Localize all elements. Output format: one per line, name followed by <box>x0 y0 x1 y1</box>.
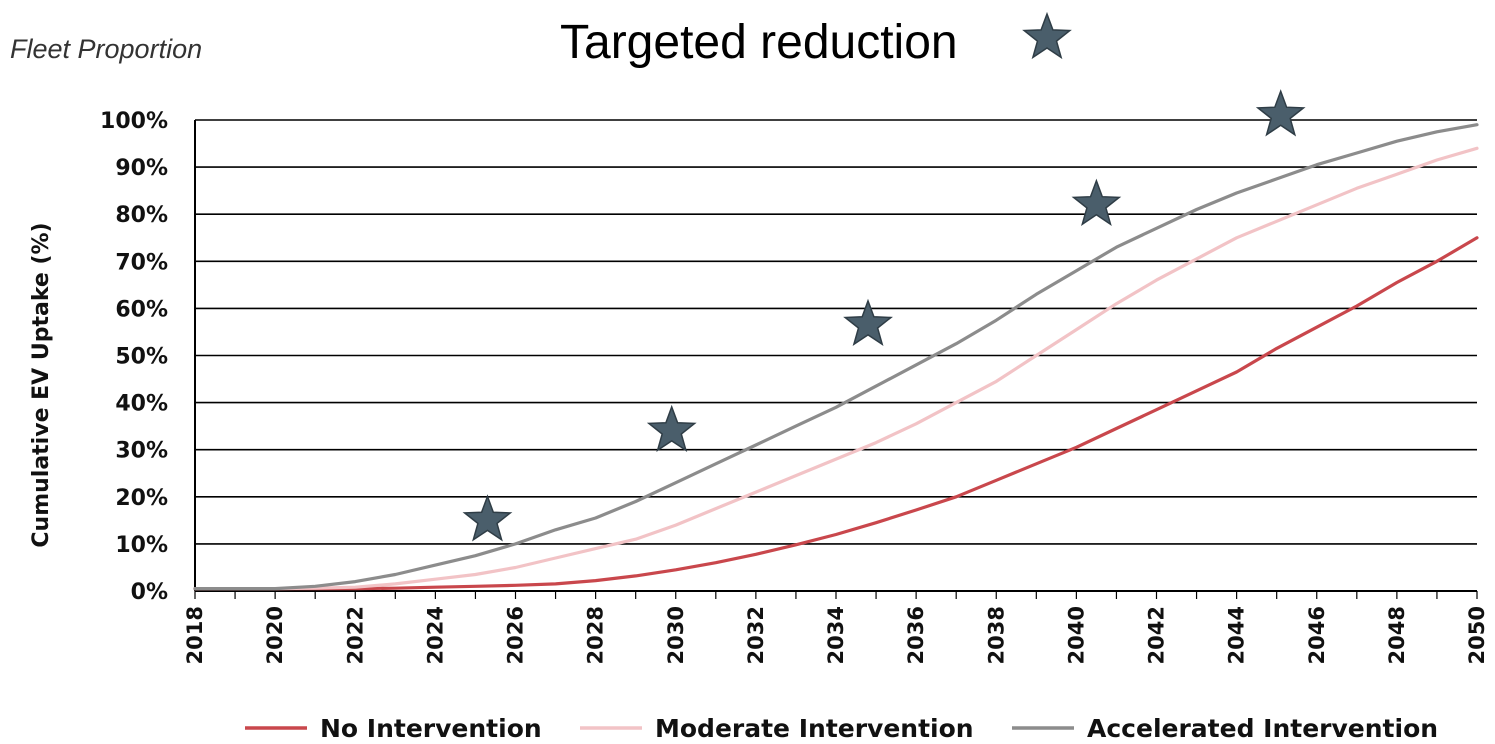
target-star-icon <box>1255 89 1306 137</box>
fleet-proportion-label: Fleet Proportion <box>10 34 202 64</box>
moderate-intervention-line <box>193 146 1479 591</box>
y-tick-label: 50% <box>115 345 168 370</box>
y-tick-label: 80% <box>115 203 168 228</box>
y-tick-label: 40% <box>115 392 168 417</box>
x-tick-label: 2034 <box>824 606 848 664</box>
legend-label: No Intervention <box>320 714 542 743</box>
y-tick-label: 10% <box>115 533 168 558</box>
legend-label: Accelerated Intervention <box>1087 714 1438 743</box>
x-tick-label: 2036 <box>904 606 928 664</box>
x-tick-label: 2044 <box>1225 606 1249 664</box>
no-intervention-line <box>193 236 1479 591</box>
y-axis-label: Cumulative EV Uptake (%) <box>29 222 54 547</box>
y-tick-label: 90% <box>115 156 168 181</box>
y-tick-label: 60% <box>115 297 168 322</box>
target-star-icon <box>843 298 893 347</box>
legend-label: Moderate Intervention <box>655 714 974 743</box>
y-tick-label: 70% <box>115 250 168 275</box>
x-tick-labels: 2018 2020 2022 2024 2026 2028 2030 2032 2034 2036… <box>183 606 1489 664</box>
x-tick-label: 2038 <box>984 606 1008 664</box>
x-tick-label: 2020 <box>263 606 287 664</box>
y-tick-label: 100% <box>100 109 168 134</box>
y-tick-label: 20% <box>115 486 168 511</box>
chart-title: Targeted reduction <box>560 16 958 69</box>
x-tick-label: 2024 <box>423 606 447 664</box>
x-tick-label: 2026 <box>504 606 528 664</box>
x-tick-label: 2042 <box>1145 606 1169 664</box>
x-tick-label: 2046 <box>1305 606 1329 664</box>
x-tick-label: 2032 <box>744 606 768 664</box>
legend: No Intervention Moderate Intervention Acce… <box>245 714 1438 743</box>
title-star-shape <box>1022 11 1072 60</box>
x-tick-label: 2028 <box>584 606 608 664</box>
x-tick-label: 2040 <box>1064 606 1088 664</box>
series-lines <box>193 123 1479 591</box>
x-tick-label: 2030 <box>664 606 688 664</box>
x-tick-label: 2018 <box>183 606 207 664</box>
y-tick-label: 0% <box>131 580 168 605</box>
x-tick-label: 2022 <box>343 606 367 664</box>
axes <box>194 120 1478 599</box>
target-star-icon <box>1071 178 1122 226</box>
accelerated-intervention-line <box>193 123 1479 591</box>
y-tick-labels: 0% 10% 20% 30% 40% 50% 60% 70% 80% 90% 100% <box>100 109 168 605</box>
x-tick-label: 2050 <box>1465 606 1489 664</box>
target-stars <box>462 89 1306 542</box>
gridlines <box>195 119 1477 592</box>
target-star-icon <box>646 404 697 453</box>
y-tick-label: 30% <box>115 439 168 464</box>
title-star-icon <box>1022 11 1072 60</box>
x-tick-label: 2048 <box>1385 606 1409 664</box>
target-star-icon <box>462 494 513 542</box>
